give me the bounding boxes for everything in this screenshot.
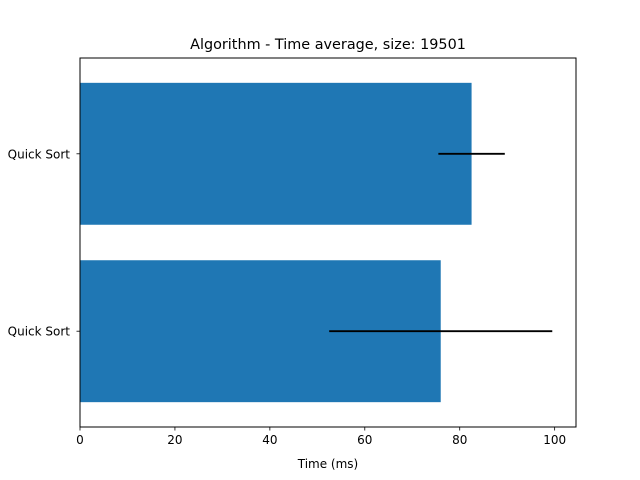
plot-frame <box>79 57 577 428</box>
error-bars-group <box>329 152 553 333</box>
y-tick-label-0: Quick Sort <box>8 147 71 161</box>
x-tick-label-5: 100 <box>543 433 566 447</box>
x-tick-label-1: 20 <box>167 433 182 447</box>
y-tick-label-1: Quick Sort <box>8 325 71 339</box>
y-axis-ticks: Quick Sort Quick Sort <box>8 147 80 339</box>
x-tick-label-4: 80 <box>452 433 467 447</box>
x-tick-label-0: 0 <box>76 433 84 447</box>
x-tick-label-3: 60 <box>357 433 372 447</box>
x-axis-ticks: 0 20 40 60 80 100 <box>76 427 566 447</box>
x-axis-label: Time (ms) <box>297 457 359 471</box>
bars-group <box>80 82 472 403</box>
x-tick-label-2: 40 <box>262 433 277 447</box>
chart-title: Algorithm - Time average, size: 19501 <box>190 37 466 53</box>
bar-0 <box>80 82 472 225</box>
